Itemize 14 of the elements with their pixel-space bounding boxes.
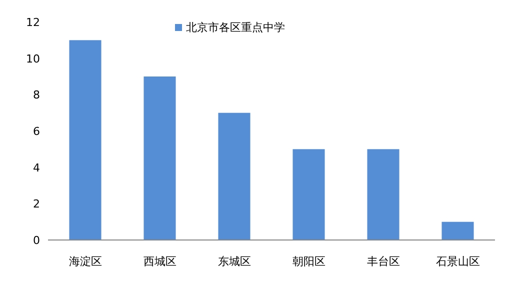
y-tick-label: 6 bbox=[33, 125, 40, 138]
legend-label: 北京市各区重点中学 bbox=[186, 21, 285, 34]
y-tick-label: 4 bbox=[33, 161, 40, 174]
y-tick-label: 2 bbox=[33, 198, 40, 211]
x-tick-label: 丰台区 bbox=[366, 255, 400, 268]
y-tick-label: 12 bbox=[26, 16, 40, 29]
x-tick-label: 西城区 bbox=[143, 255, 176, 268]
y-tick-label: 10 bbox=[26, 52, 40, 66]
x-tick-label: 东城区 bbox=[218, 255, 251, 268]
x-tick-label: 石景山区 bbox=[436, 255, 480, 268]
y-tick-label: 8 bbox=[33, 88, 40, 102]
x-tick-label: 海淀区 bbox=[68, 255, 102, 268]
y-tick-label: 0 bbox=[33, 234, 40, 247]
x-tick-label: 朝阳区 bbox=[292, 255, 326, 268]
